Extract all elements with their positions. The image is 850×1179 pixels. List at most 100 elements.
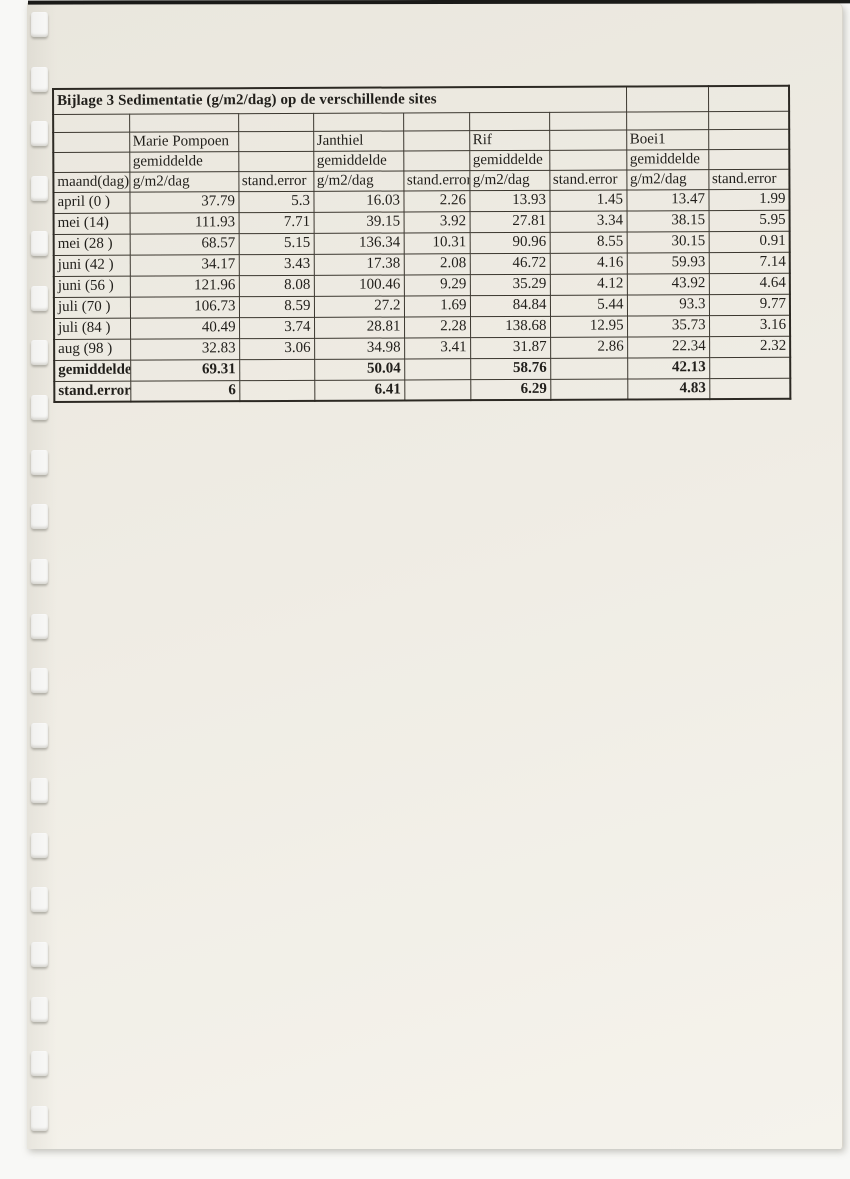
value-cell: 3.43 bbox=[238, 253, 314, 276]
value-cell: 13.93 bbox=[469, 189, 550, 212]
value-cell: 16.03 bbox=[313, 190, 404, 212]
empty-cell bbox=[129, 113, 239, 132]
value-cell: 35.73 bbox=[627, 315, 710, 337]
value-cell: 13.47 bbox=[626, 189, 709, 211]
value-cell: 5.15 bbox=[238, 232, 314, 255]
binding-hole bbox=[31, 1106, 48, 1131]
table-title-row: Bijlage 3 Sedimentatie (g/m2/dag) op de … bbox=[53, 85, 790, 114]
empty-cell bbox=[708, 85, 790, 112]
value-cell: 3.34 bbox=[549, 210, 627, 232]
value-cell: 111.93 bbox=[129, 212, 239, 234]
paper-page: Bijlage 3 Sedimentatie (g/m2/dag) op de … bbox=[27, 3, 843, 1149]
underscore-cell: _ bbox=[404, 379, 471, 401]
value-cell: 2.32 bbox=[709, 335, 791, 358]
value-cell: 7.14 bbox=[708, 251, 790, 274]
empty-cell bbox=[53, 151, 130, 172]
underscore-cell: _ bbox=[550, 357, 628, 379]
value-cell: 34.98 bbox=[314, 337, 405, 359]
empty-cell bbox=[403, 150, 470, 171]
value-cell: 4.83 bbox=[627, 378, 710, 400]
underscore-cell: _ bbox=[550, 378, 628, 400]
value-cell: 138.68 bbox=[469, 315, 551, 338]
empty-cell bbox=[549, 149, 627, 170]
value-cell: 1.99 bbox=[708, 188, 790, 211]
binding-hole bbox=[31, 1051, 48, 1077]
row-label-cell: mei (14) bbox=[53, 212, 130, 234]
empty-cell bbox=[238, 112, 314, 132]
value-cell: 35.29 bbox=[469, 273, 550, 296]
column-header: stand.error bbox=[403, 170, 470, 191]
value-cell: 2.26 bbox=[403, 190, 470, 212]
empty-cell bbox=[53, 131, 130, 152]
value-cell: 4.12 bbox=[549, 273, 627, 295]
binding-hole bbox=[31, 176, 48, 202]
value-cell: 6 bbox=[130, 380, 240, 402]
sedimentation-table: Bijlage 3 Sedimentatie (g/m2/dag) op de … bbox=[52, 84, 792, 403]
value-cell: 100.46 bbox=[313, 274, 404, 296]
row-label-cell: juli (70 ) bbox=[53, 296, 131, 318]
binding-hole bbox=[31, 559, 48, 584]
row-label-cell: juni (56 ) bbox=[53, 275, 130, 297]
binding-hole bbox=[31, 613, 48, 639]
value-cell: 5.44 bbox=[549, 294, 628, 316]
row-label-cell: stand.error bbox=[54, 380, 131, 402]
value-cell: 10.31 bbox=[403, 232, 470, 254]
empty-cell bbox=[238, 150, 314, 172]
empty-cell bbox=[403, 112, 470, 131]
binding-hole bbox=[31, 121, 48, 147]
value-cell: 39.15 bbox=[313, 211, 404, 233]
table-title: Bijlage 3 Sedimentatie (g/m2/dag) op de … bbox=[53, 86, 627, 114]
table-data-body: april (0 ) 37.79 5.3 16.03 2.26 13.93 1.45 13.4… bbox=[53, 188, 791, 402]
value-cell: 42.13 bbox=[627, 357, 710, 379]
site-name: Boei1 bbox=[626, 129, 709, 150]
underscore-cell: _ bbox=[709, 356, 791, 379]
underscore-cell: _ bbox=[239, 379, 315, 402]
empty-cell bbox=[549, 111, 627, 130]
column-header: g/m2/dag bbox=[469, 169, 550, 191]
binding-hole bbox=[31, 12, 48, 37]
value-cell: 2.08 bbox=[403, 253, 470, 275]
binding-hole bbox=[31, 832, 48, 858]
value-cell: 5.3 bbox=[238, 190, 314, 213]
value-cell: 34.17 bbox=[129, 254, 239, 276]
binding-hole bbox=[31, 996, 48, 1022]
empty-cell bbox=[626, 86, 709, 112]
value-cell: 7.71 bbox=[238, 211, 314, 234]
row-label-cell: april (0 ) bbox=[53, 191, 130, 213]
value-cell: 0.91 bbox=[708, 230, 790, 253]
value-cell: 1.69 bbox=[403, 295, 470, 317]
value-cell: 31.87 bbox=[470, 336, 551, 359]
value-cell: 3.74 bbox=[239, 316, 315, 339]
empty-cell bbox=[469, 111, 550, 131]
value-cell: 9.29 bbox=[403, 274, 470, 296]
binding-hole bbox=[31, 887, 48, 913]
underscore-cell: _ bbox=[404, 358, 471, 380]
empty-cell bbox=[549, 129, 627, 150]
sub-header-cell: gemiddelde bbox=[626, 149, 709, 170]
value-cell: 6.41 bbox=[314, 379, 405, 401]
binding-hole bbox=[31, 723, 48, 749]
value-cell: 27.81 bbox=[469, 210, 550, 233]
binding-hole bbox=[31, 66, 48, 92]
value-cell: 4.16 bbox=[549, 252, 627, 274]
value-cell: 8.55 bbox=[549, 231, 627, 253]
table-header-body: Bijlage 3 Sedimentatie (g/m2/dag) op de … bbox=[53, 85, 790, 192]
value-cell: 84.84 bbox=[469, 294, 550, 317]
binding-hole bbox=[31, 340, 48, 366]
value-cell: 106.73 bbox=[129, 296, 240, 318]
value-cell: 22.34 bbox=[627, 336, 710, 358]
column-header: stand.error bbox=[708, 168, 790, 190]
value-cell: 3.92 bbox=[403, 211, 470, 233]
value-cell: 46.72 bbox=[469, 252, 550, 275]
value-cell: 32.83 bbox=[130, 338, 240, 360]
value-cell: 90.96 bbox=[469, 231, 550, 254]
value-cell: 2.86 bbox=[550, 336, 628, 358]
row-label-cell: gemiddelde bbox=[54, 359, 131, 381]
value-cell: 43.92 bbox=[626, 273, 709, 295]
value-cell: 38.15 bbox=[626, 210, 709, 232]
sub-header-cell: gemiddelde bbox=[129, 151, 239, 172]
binding-hole bbox=[31, 668, 48, 694]
row-label-cell: mei (28 ) bbox=[53, 233, 130, 255]
value-cell: 58.76 bbox=[470, 357, 551, 380]
